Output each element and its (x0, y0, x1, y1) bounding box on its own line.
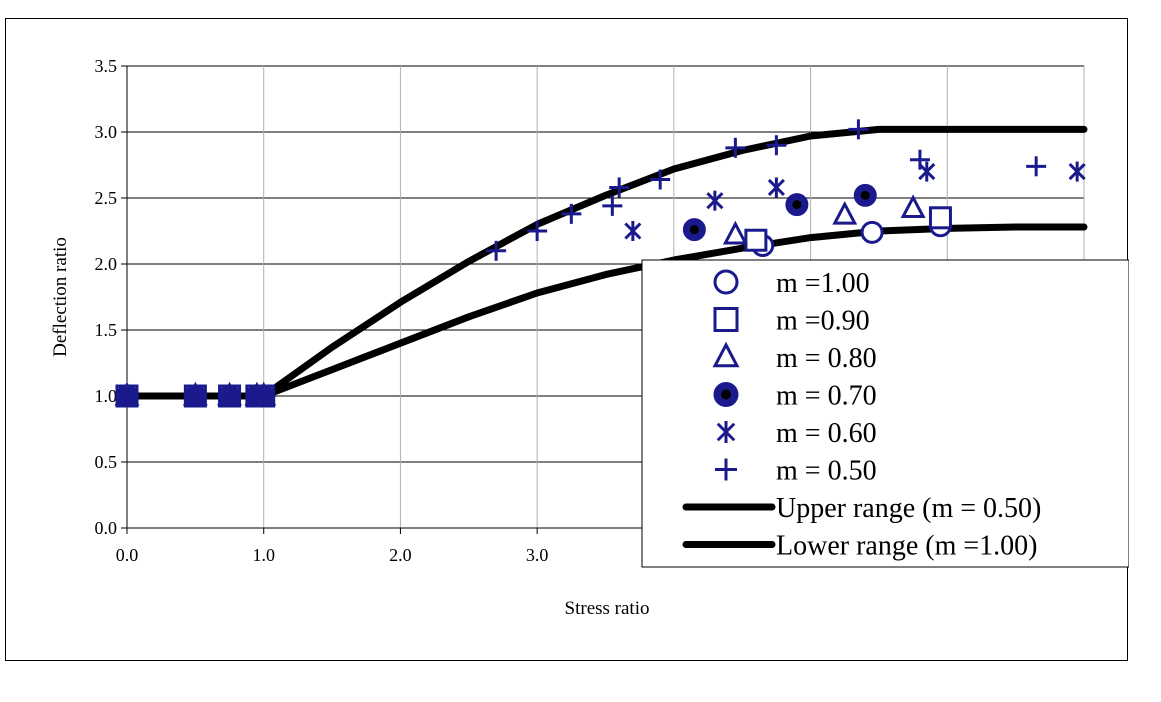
chart-frame: 0.00.51.01.52.02.53.03.50.01.02.03.04.05… (5, 18, 1129, 661)
range-line-upper (123, 125, 1088, 400)
y-tick-label: 3.5 (95, 56, 118, 76)
data-point (117, 386, 137, 406)
data-points (114, 119, 1086, 408)
scatter-chart: 0.00.51.01.52.02.53.03.50.01.02.03.04.05… (50, 56, 1129, 619)
data-point (853, 183, 877, 207)
legend-marker (713, 382, 739, 407)
data-point (486, 240, 507, 261)
data-point (766, 135, 787, 156)
legend-label: m = 0.60 (776, 418, 877, 449)
y-tick-label: 2.5 (95, 188, 118, 208)
data-point (722, 220, 748, 245)
data-point (185, 386, 206, 406)
data-point (909, 149, 930, 170)
x-tick-label: 0.0 (116, 545, 139, 565)
data-point (682, 218, 706, 242)
legend: m =1.00 m =0.90 m = 0.80 m = 0.70 m = 0.60 m … (641, 259, 1129, 568)
y-tick-label: 3.0 (95, 122, 118, 142)
data-point (918, 161, 936, 182)
y-axis-title: Deflection ratio (50, 237, 71, 357)
data-point (860, 220, 884, 244)
data-point (1026, 156, 1047, 177)
y-tick-label: 2.0 (95, 254, 118, 274)
data-point (602, 195, 623, 216)
x-tick-label: 2.0 (389, 545, 412, 565)
legend-marker (713, 269, 739, 295)
legend-marker (715, 458, 737, 481)
data-point (609, 177, 630, 198)
y-tick-label: 1.0 (95, 386, 118, 406)
legend-label: Lower range (m =1.00) (776, 531, 1037, 562)
data-point (527, 221, 548, 241)
legend-marker (716, 421, 736, 443)
data-point (900, 194, 926, 219)
data-point (785, 193, 809, 217)
legend-marker (712, 341, 740, 368)
legend-label: m =0.90 (776, 306, 870, 337)
data-point (624, 221, 642, 241)
legend-label: m = 0.50 (776, 456, 877, 487)
x-tick-label: 1.0 (252, 545, 275, 565)
legend-label: m =1.00 (776, 268, 870, 299)
legend-label: m = 0.70 (776, 381, 877, 412)
y-tick-label: 0.5 (95, 452, 118, 472)
x-tick-label: 3.0 (526, 545, 549, 565)
data-point (832, 200, 858, 225)
data-point (744, 228, 768, 252)
data-point (767, 177, 785, 198)
data-point (928, 206, 952, 230)
data-point (706, 190, 724, 211)
legend-label: m = 0.80 (776, 343, 877, 374)
data-point (1068, 161, 1086, 182)
data-point (219, 386, 240, 406)
legend-label: Upper range (m = 0.50) (776, 493, 1041, 524)
x-axis-title: Stress ratio (565, 598, 650, 619)
data-point (848, 119, 869, 140)
legend-marker (713, 307, 739, 332)
y-tick-label: 0.0 (95, 518, 118, 538)
data-point (561, 203, 582, 224)
data-point (650, 169, 671, 190)
data-point (253, 386, 274, 406)
y-tick-label: 1.5 (95, 320, 118, 340)
data-point (725, 137, 746, 158)
